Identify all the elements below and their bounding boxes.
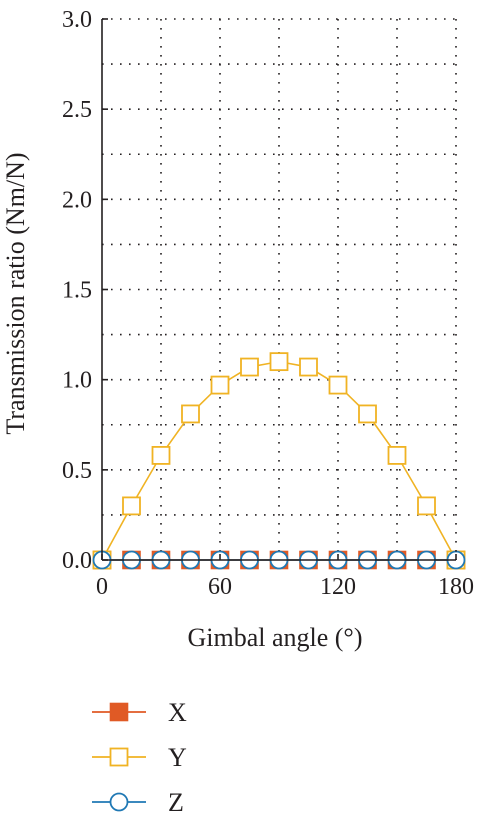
y-tick-label: 3.0 xyxy=(62,7,92,33)
legend: XYZ xyxy=(92,698,187,817)
y-tick-label: 2.5 xyxy=(62,97,92,123)
legend-z-marker xyxy=(109,792,129,812)
series-y-point xyxy=(181,404,200,424)
legend-z-label: Z xyxy=(168,788,184,817)
x-tick-label: 180 xyxy=(438,574,474,600)
series-y-point xyxy=(151,446,171,465)
legend-y-marker xyxy=(109,747,129,767)
x-axis-title: Gimbal angle (°) xyxy=(187,623,362,652)
series-y-point xyxy=(358,404,377,424)
legend-y-label: Y xyxy=(168,743,187,772)
y-tick-label: 1.0 xyxy=(62,368,92,394)
axes-layer: 0.0 0.5 1.0 1.5 2.0 2.5 3.0 0 60 120 180 xyxy=(62,7,474,600)
y-axis-title: Transmission ratio (Nm/N) xyxy=(1,152,30,434)
x-tick-label: 120 xyxy=(320,574,356,600)
series-y-point xyxy=(240,357,259,377)
legend-item-x: X xyxy=(92,698,187,727)
series-y-point xyxy=(299,357,318,377)
series-y-point xyxy=(417,496,436,516)
series-y-point xyxy=(387,446,407,465)
series-y-point xyxy=(122,496,141,516)
legend-x-label: X xyxy=(168,698,187,727)
series-y-point xyxy=(328,375,348,395)
y-tick-label: 0.0 xyxy=(62,548,92,574)
y-tick-label: 0.5 xyxy=(62,458,92,484)
legend-item-z: Z xyxy=(92,788,184,817)
legend-x-marker xyxy=(109,702,129,722)
legend-item-y: Y xyxy=(92,743,187,772)
x-tick-label: 60 xyxy=(208,574,232,600)
x-tick-label: 0 xyxy=(96,574,108,600)
series-y-point xyxy=(210,375,230,395)
y-tick-label: 1.5 xyxy=(62,278,92,304)
series-y-point xyxy=(269,352,289,372)
grid-lines xyxy=(102,19,456,560)
y-tick-label: 2.0 xyxy=(62,187,92,213)
